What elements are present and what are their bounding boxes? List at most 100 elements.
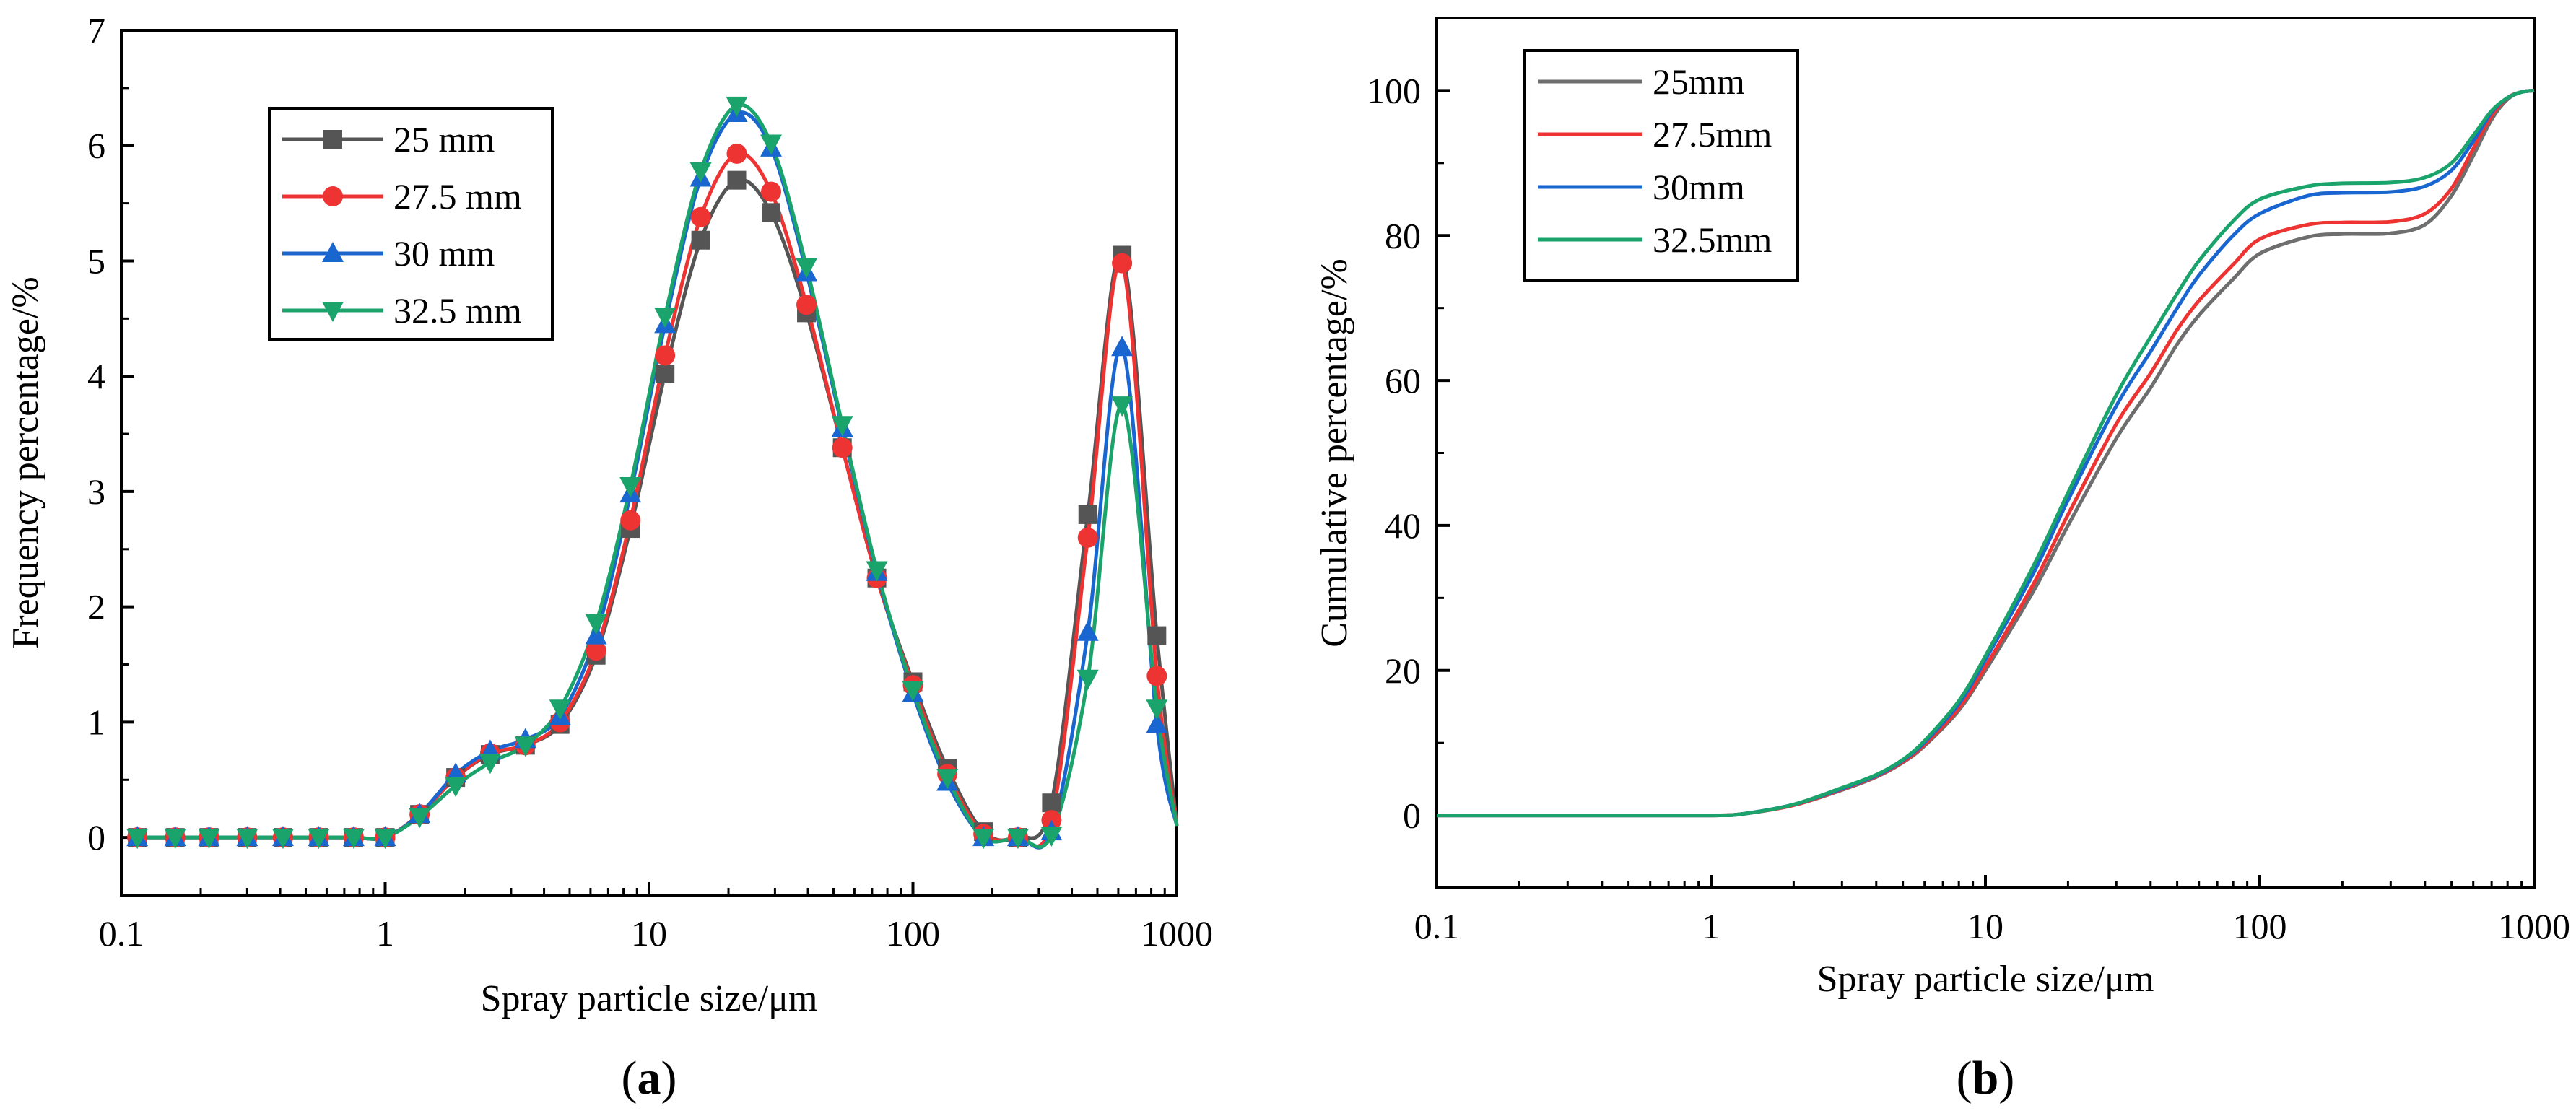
y-tick-label: 80 [1385,215,1421,256]
x-tick-label: 1 [376,913,394,954]
series-4-marker [831,416,853,437]
series-4-marker [126,829,149,850]
series-2-marker [620,510,641,531]
series-4-marker [726,96,748,117]
series-4-marker [654,308,676,328]
series-4-marker [1146,699,1168,720]
series-3-marker [1146,712,1168,733]
series-1-marker [1147,626,1167,645]
chart-b-legend: 25mm 27.5mm 30mm 32.5mm [1523,49,1799,282]
legend-label-3: 30mm [1653,167,1745,207]
series-4-marker [585,614,607,635]
series-4-marker [1076,669,1099,690]
chart-a-series-markers [126,96,1168,850]
chart-a-legend: 25 mm 27.5 mm 30 mm 32.5 mm [268,107,554,341]
y-tick-label: 60 [1385,360,1421,401]
chart-a-y-axis-title: Frequency percentage/% [5,276,46,648]
series-1-marker [762,203,781,222]
x-tick-label: 10 [1967,906,2003,946]
chart-a-x-axis-title: Spray particle size/μm [481,978,818,1019]
series-4-marker [689,162,712,183]
series-4-marker [972,829,995,850]
legend-label-2: 27.5mm [1653,114,1772,154]
chart-b-ticks: 0.1 1 10 100 1000 0 20 40 60 80 100 [1367,70,2570,946]
legend-label-1: 25mm [1653,61,1745,102]
legend-label-4: 32.5mm [1653,219,1772,260]
x-tick-label: 0.1 [1414,906,1460,946]
y-tick-label: 0 [1403,795,1421,836]
y-tick-label: 40 [1385,505,1421,546]
series-line-4 [1437,88,2535,818]
legend-marker-4 [322,302,344,322]
series-4-marker [514,736,536,757]
series-3-marker [1076,620,1099,641]
series-4-marker [308,829,330,850]
series-4-marker [445,777,467,798]
series-4-marker [1111,396,1133,417]
chart-b-panel-letter: b [1972,1052,1999,1104]
series-4-marker [796,258,818,279]
y-tick-label: 0 [87,817,105,858]
chart-b-series-lines [1437,88,2535,818]
series-4-marker [236,829,258,850]
chart-b-panel-label: (b) [1957,1052,2015,1104]
legend-marker-1 [323,130,342,149]
series-2-marker [586,640,606,661]
series-4-marker [409,808,431,829]
legend-label-2: 27.5 mm [393,176,522,217]
y-tick-label: 5 [87,240,105,281]
x-tick-label: 100 [886,913,940,954]
chart-b-x-axis-title: Spray particle size/μm [1817,959,2154,1000]
series-4-marker [271,829,294,850]
series-1-marker [1078,505,1097,524]
series-1-marker [727,170,747,190]
legend-box [268,107,554,341]
legend-marker-2 [323,186,343,206]
y-tick-label: 6 [87,126,105,166]
y-tick-label: 1 [87,702,105,742]
chart-a-panel-letter: a [638,1052,661,1104]
chart-a-frequency: 0.1 1 10 100 1000 0 1 2 3 4 5 6 7 25 mm 27.5 mm 30 mm 3… [5,10,1213,1104]
series-4-marker [760,134,783,155]
y-tick-label: 2 [87,587,105,627]
legend-label-3: 30 mm [393,233,495,274]
series-2-marker [655,345,676,366]
series-1-marker [656,365,675,384]
series-2-marker [796,295,817,315]
series-4-marker [1040,826,1063,847]
series-4-marker [198,829,220,850]
series-2-marker [726,143,747,164]
series-4-marker [342,829,365,850]
legend-box [1523,49,1799,282]
y-tick-label: 7 [87,10,105,51]
x-tick-label: 0.1 [99,913,144,954]
y-tick-label: 3 [87,471,105,512]
series-2-marker [761,181,782,202]
series-4-marker [374,829,396,850]
series-4-marker [902,681,924,702]
y-tick-label: 20 [1385,650,1421,691]
x-tick-label: 1000 [1141,913,1213,954]
legend-label-1: 25 mm [393,119,495,160]
chart-a-panel-label: (a) [622,1052,677,1104]
series-4-marker [866,561,888,582]
series-4-marker [619,476,642,497]
series-4-marker [1006,829,1029,850]
legend-label-4: 32.5 mm [393,290,522,331]
chart-b-cumulative: 0.1 1 10 100 1000 0 20 40 60 80 100 25mm 27.5mm 30mm… [1314,17,2570,1104]
y-tick-label: 100 [1367,70,1421,110]
series-2-marker [1077,527,1098,548]
legend-marker-3 [322,242,344,262]
chart-a-ticks: 0.1 1 10 100 1000 0 1 2 3 4 5 6 7 [87,10,1213,954]
series-4-marker [549,699,571,720]
series-4-marker [164,829,186,850]
x-tick-label: 1000 [2498,906,2570,946]
series-1-marker [1042,793,1061,813]
series-4-marker [936,769,959,790]
series-3-marker [1111,336,1133,357]
series-2-marker [690,206,711,227]
series-2-marker [1146,666,1167,686]
x-tick-label: 100 [2233,906,2287,946]
series-2-marker [1112,253,1133,274]
